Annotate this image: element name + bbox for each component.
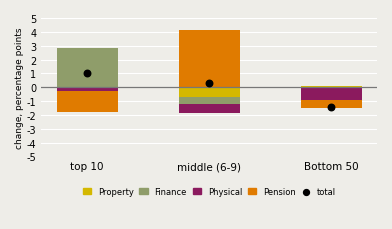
Bar [179,104,240,113]
Bar [301,88,362,100]
Bar [56,88,118,92]
Bar [301,100,362,109]
Legend: Property, Finance, Physical, Pension, total: Property, Finance, Physical, Pension, to… [81,186,337,198]
Bar [56,92,118,113]
Bar [56,49,118,88]
Y-axis label: change, percentage points: change, percentage points [15,27,24,148]
Point [206,82,212,85]
Point [328,105,334,109]
Bar [179,31,240,88]
Bar [179,98,240,104]
Bar [179,88,240,98]
Bar [301,87,362,88]
Point [84,72,90,76]
